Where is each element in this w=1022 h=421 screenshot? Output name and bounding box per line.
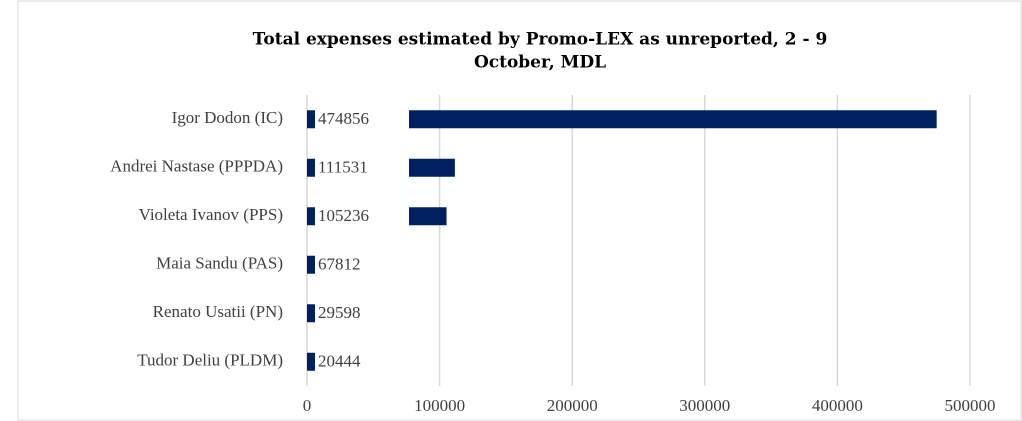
y-tick-label: Violeta Ivanov (PPS) xyxy=(139,205,283,224)
data-label: 474856 xyxy=(318,109,369,128)
chart-title: October, MDL xyxy=(474,53,606,73)
x-tick-label: 300000 xyxy=(679,396,730,415)
data-label: 20444 xyxy=(318,352,361,371)
label-background xyxy=(315,252,409,277)
y-tick-label: Tudor Deliu (PLDM) xyxy=(137,351,283,370)
label-background xyxy=(315,301,409,326)
y-tick-label: Igor Dodon (IC) xyxy=(172,108,283,127)
data-label: 111531 xyxy=(318,158,368,177)
x-tick-label: 400000 xyxy=(812,396,863,415)
x-tick-label: 0 xyxy=(303,396,312,415)
x-tick-label: 500000 xyxy=(945,396,996,415)
x-tick-label: 200000 xyxy=(547,396,598,415)
y-tick-label: Maia Sandu (PAS) xyxy=(156,254,283,273)
label-background xyxy=(315,155,409,180)
data-label: 105236 xyxy=(318,206,369,225)
data-label: 67812 xyxy=(318,255,361,274)
label-background xyxy=(315,349,409,374)
data-label: 29598 xyxy=(318,303,361,322)
y-tick-label: Renato Usatii (PN) xyxy=(153,302,283,321)
chart-border xyxy=(17,0,1022,421)
y-tick-label: Andrei Nastase (PPPDA) xyxy=(110,157,283,176)
x-tick-label: 100000 xyxy=(414,396,465,415)
label-background xyxy=(315,107,409,132)
label-background xyxy=(315,204,409,229)
bar xyxy=(307,110,937,129)
chart-title: Total expenses estimated by Promo-LEX as… xyxy=(253,30,828,50)
